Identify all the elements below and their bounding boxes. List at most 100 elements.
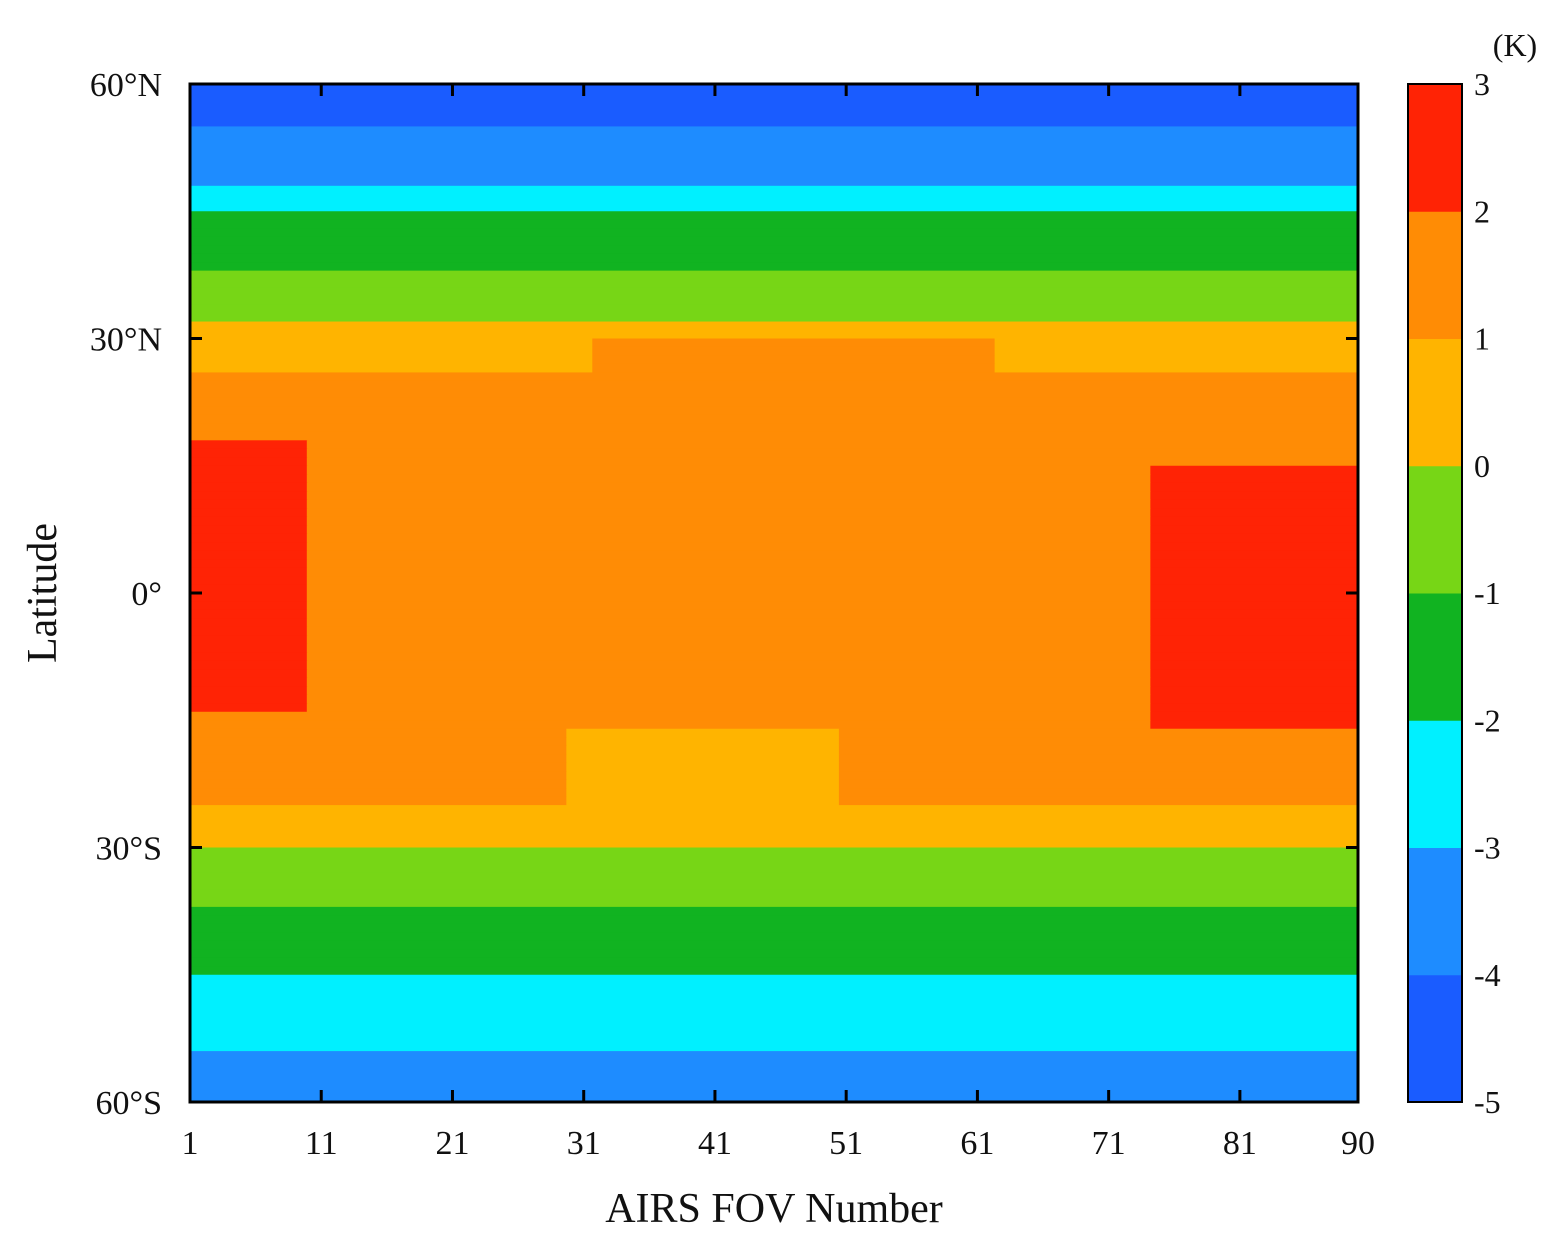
heatmap-cell bbox=[190, 406, 1359, 416]
heatmap-cell bbox=[190, 474, 308, 484]
heatmap-cell bbox=[190, 380, 1359, 390]
heatmap-cell bbox=[190, 533, 308, 543]
heatmap-cell bbox=[190, 974, 1359, 984]
heatmap-cell bbox=[566, 745, 840, 755]
heatmap-cell bbox=[190, 100, 1359, 111]
y-axis-title: Latitude bbox=[20, 523, 66, 663]
heatmap-cell bbox=[190, 448, 308, 458]
heatmap-cell bbox=[306, 669, 1151, 679]
heatmap-cell bbox=[838, 771, 1359, 781]
heatmap-cell bbox=[838, 779, 1359, 789]
heatmap-cell bbox=[306, 491, 1151, 501]
heatmap-cell bbox=[190, 126, 1359, 136]
heatmap-cell bbox=[190, 923, 1359, 933]
heatmap-cell bbox=[838, 728, 1359, 738]
x-tick-label: 41 bbox=[698, 1125, 732, 1162]
colorbar-bin bbox=[1408, 84, 1462, 212]
heatmap-cell bbox=[190, 516, 308, 526]
heatmap-cell bbox=[190, 270, 1359, 280]
heatmap-cell bbox=[190, 771, 567, 781]
heatmap-cell bbox=[190, 313, 1359, 323]
heatmap-cell bbox=[190, 720, 1151, 730]
heatmap-cell bbox=[190, 728, 567, 738]
heatmap-cell bbox=[190, 228, 1359, 238]
heatmap-cell bbox=[306, 559, 1151, 569]
heatmap-cell bbox=[190, 966, 1359, 976]
heatmap-cell bbox=[190, 160, 1359, 170]
heatmap-cell bbox=[190, 236, 1359, 246]
heatmap-cell bbox=[190, 151, 1359, 161]
heatmap-cell bbox=[190, 414, 1359, 424]
heatmap-cell bbox=[190, 134, 1359, 144]
y-tick-label: 30°N bbox=[90, 322, 162, 359]
heatmap-cell bbox=[190, 745, 567, 755]
heatmap-cell bbox=[1150, 508, 1359, 518]
heatmap-cell bbox=[190, 754, 567, 764]
colorbar bbox=[1408, 84, 1462, 1103]
heatmap-cell bbox=[190, 194, 1359, 204]
heatmap-cell bbox=[306, 677, 1151, 687]
colorbar-bin bbox=[1408, 211, 1462, 339]
heatmap-cell bbox=[306, 694, 1151, 704]
heatmap-cell bbox=[190, 499, 308, 509]
heatmap-cell bbox=[190, 1008, 1359, 1018]
heatmap-cell bbox=[190, 584, 308, 594]
heatmap-cell bbox=[306, 626, 1151, 637]
heatmap-cell bbox=[190, 788, 567, 798]
heatmap-cell bbox=[306, 508, 1151, 518]
heatmap-cell bbox=[190, 304, 1359, 314]
heatmap-cell bbox=[190, 211, 1359, 221]
heatmap-cell bbox=[190, 915, 1359, 925]
heatmap-cell bbox=[1150, 652, 1359, 662]
heatmap-cell bbox=[190, 1034, 1359, 1044]
heatmap-cell bbox=[190, 219, 1359, 229]
colorbar-tick-label: 3 bbox=[1474, 66, 1490, 102]
colorbar-bin bbox=[1408, 338, 1462, 467]
heatmap-cell bbox=[190, 694, 308, 704]
x-axis-title: AIRS FOV Number bbox=[605, 1186, 943, 1232]
heatmap-cell bbox=[190, 177, 1359, 187]
heatmap-cell bbox=[190, 262, 1359, 272]
heatmap-cell bbox=[190, 542, 308, 552]
heatmap-cell bbox=[306, 703, 1151, 713]
heatmap-cell bbox=[306, 516, 1151, 526]
heatmap-cell bbox=[190, 202, 1359, 212]
heatmap-cell bbox=[190, 1059, 1359, 1069]
heatmap-cell bbox=[190, 346, 593, 357]
heatmap-cell bbox=[190, 279, 1359, 289]
heatmap-cell bbox=[1150, 474, 1359, 484]
heatmap-cell bbox=[994, 346, 1359, 357]
heatmap-cell bbox=[190, 143, 1359, 153]
heatmap-cell bbox=[190, 593, 308, 603]
x-tick-label: 11 bbox=[305, 1125, 338, 1162]
heatmap-cell bbox=[190, 898, 1359, 908]
heatmap-cell bbox=[190, 389, 1359, 399]
heatmap-cell bbox=[190, 881, 1359, 891]
heatmap-cell bbox=[994, 338, 1359, 348]
x-tick-label: 61 bbox=[960, 1125, 994, 1162]
heatmap-cell bbox=[306, 533, 1151, 543]
heatmap-cell bbox=[190, 839, 1359, 849]
heatmap-cell bbox=[1150, 643, 1359, 653]
heatmap-cell bbox=[190, 652, 308, 662]
heatmap-cell bbox=[190, 372, 1359, 382]
x-tick-label: 21 bbox=[435, 1125, 469, 1162]
heatmap-cell bbox=[1150, 491, 1359, 501]
heatmap-cell bbox=[566, 754, 840, 764]
heatmap-cell bbox=[1150, 694, 1359, 704]
heatmap-cell bbox=[306, 448, 1359, 458]
heatmap-cell bbox=[190, 957, 1359, 967]
heatmap-cell bbox=[1150, 677, 1359, 687]
heatmap-cell bbox=[190, 168, 1359, 178]
heatmap-cell bbox=[1150, 525, 1359, 535]
heatmap-cell bbox=[838, 737, 1359, 747]
heatmap-cell bbox=[306, 499, 1151, 509]
heatmap-cell bbox=[1150, 703, 1359, 713]
heatmap-cell bbox=[190, 635, 308, 645]
heatmap-cell bbox=[190, 1051, 1359, 1061]
heatmap-cell bbox=[190, 296, 1359, 306]
heatmap-cell bbox=[190, 906, 1359, 916]
colorbar-tick-label: -3 bbox=[1474, 830, 1501, 866]
x-tick-label: 90 bbox=[1341, 1125, 1375, 1162]
